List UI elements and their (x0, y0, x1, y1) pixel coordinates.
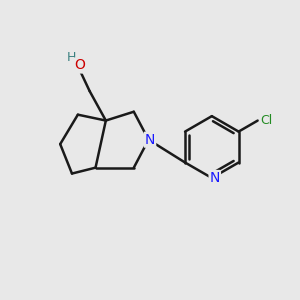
Text: Cl: Cl (260, 114, 272, 127)
Text: H: H (67, 51, 76, 64)
Text: N: N (145, 133, 155, 147)
Text: O: O (74, 58, 85, 73)
Text: N: N (210, 171, 220, 185)
